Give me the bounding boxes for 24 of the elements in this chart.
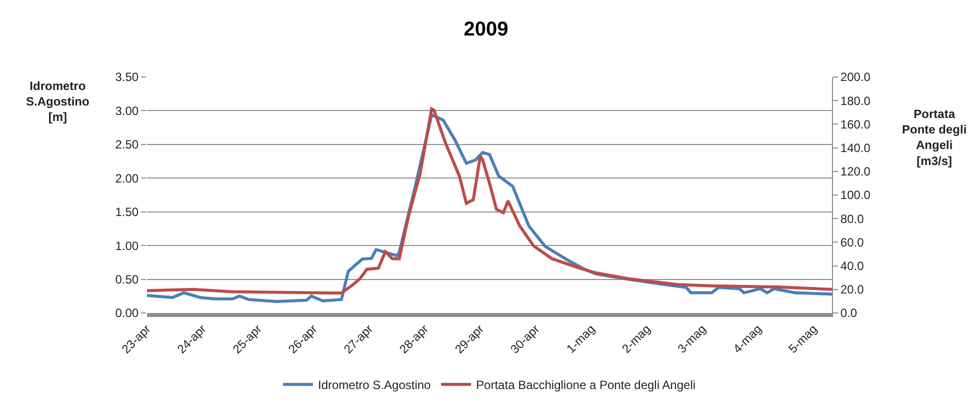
y-tick-label: 0.00 xyxy=(115,306,139,320)
y-tick-label: 1.00 xyxy=(115,238,139,253)
y-tick-label: 3.00 xyxy=(115,104,139,118)
chart-title: 2009 xyxy=(464,18,508,40)
y2-tick-label: 180.0 xyxy=(840,94,871,108)
y2-tick-label: 40.0 xyxy=(840,259,864,273)
y2-axis-title: Portata Ponte degli Angeli [m3/s] xyxy=(902,107,967,168)
y2-tick-label: 20.0 xyxy=(840,282,864,297)
y2-tick-label: 200.0 xyxy=(840,70,871,84)
y2-tick-label: 160.0 xyxy=(840,117,871,132)
y-tick-label: 0.50 xyxy=(115,272,139,286)
y-tick-label: 3.50 xyxy=(115,70,139,84)
y2-tick-label: 0.0 xyxy=(840,306,858,320)
legend-label: Idrometro S.Agostino xyxy=(318,378,432,392)
y-tick-label: 1.50 xyxy=(115,205,139,220)
y2-tick-label: 100.0 xyxy=(840,188,871,202)
y2-tick-label: 120.0 xyxy=(840,164,871,179)
y2-tick-label: 80.0 xyxy=(840,212,864,226)
y2-tick-label: 60.0 xyxy=(840,235,864,250)
legend-label: Portata Bacchiglione a Ponte degli Angeli xyxy=(476,378,696,392)
y-tick-label: 2.00 xyxy=(115,171,139,186)
y2-tick-label: 140.0 xyxy=(840,141,871,155)
y-axis-title: Idrometro S.Agostino [m] xyxy=(26,79,90,124)
y-tick-label: 2.50 xyxy=(115,138,139,152)
